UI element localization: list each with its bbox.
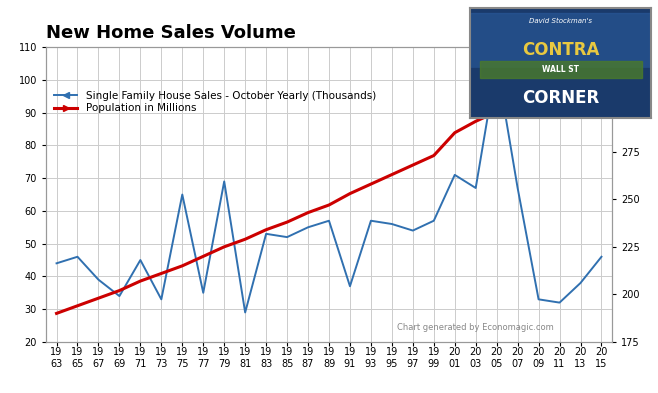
Text: CONTRA: CONTRA <box>522 40 599 59</box>
Text: Chart generated by Economagic.com: Chart generated by Economagic.com <box>397 323 553 332</box>
Text: WALL ST: WALL ST <box>542 65 580 74</box>
Bar <box>480 61 642 78</box>
Text: CORNER: CORNER <box>522 89 599 107</box>
Legend: Single Family House Sales - October Yearly (Thousands), Population in Millions: Single Family House Sales - October Year… <box>51 88 379 117</box>
Bar <box>470 68 651 113</box>
Text: New Home Sales Volume: New Home Sales Volume <box>46 24 296 42</box>
Text: David Stockman's: David Stockman's <box>530 18 592 24</box>
Bar <box>470 13 651 68</box>
